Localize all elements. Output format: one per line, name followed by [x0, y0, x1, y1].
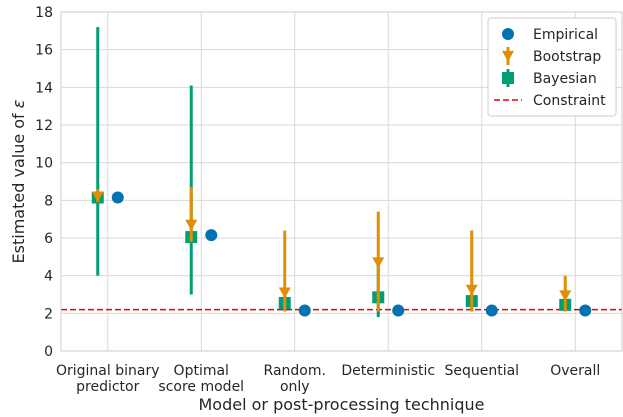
bootstrap-point: [372, 257, 385, 269]
legend-bootstrap-label: Bootstrap: [533, 49, 601, 65]
legend: Empirical Bootstrap Bayesian Constraint: [487, 17, 617, 117]
legend-bootstrap-swatch: [502, 50, 514, 62]
y-tick-label: 14: [35, 80, 53, 96]
y-tick-label: 2: [44, 306, 53, 322]
x-tick-label-line: Deterministic: [341, 363, 435, 379]
x-tick-label-line: Overall: [550, 363, 600, 379]
x-tick-label-line: predictor: [76, 379, 139, 395]
y-axis-label-text: Estimated value of: [9, 108, 28, 263]
x-tick-label: Overall: [550, 363, 600, 379]
y-tick-label: 16: [35, 43, 53, 59]
x-tick-label: Random. only: [264, 363, 326, 395]
bootstrap-point: [465, 284, 478, 296]
x-axis-label: Model or post-processing technique: [199, 395, 485, 414]
legend-constraint-label: Constraint: [533, 93, 606, 109]
empirical-point: [392, 304, 405, 317]
empirical-point: [485, 304, 498, 317]
legend-bayesian-swatch: [502, 72, 514, 84]
bootstrap-point: [559, 290, 572, 302]
bootstrap-point: [91, 191, 104, 203]
empirical-point: [579, 304, 592, 317]
x-tick-label-line: Random.: [264, 363, 326, 379]
x-tick-label-line: Sequential: [444, 363, 519, 379]
legend-bayesian-label: Bayesian: [533, 71, 597, 87]
legend-empirical-label: Empirical: [533, 27, 598, 43]
x-tick-label: Optimal score model: [158, 363, 244, 395]
y-tick-label: 8: [44, 193, 53, 209]
x-tick-label: Deterministic: [341, 363, 435, 379]
plot-frame: [60, 11, 623, 352]
y-tick-label: 4: [44, 269, 53, 285]
empirical-point: [298, 304, 311, 317]
legend-empirical-swatch: [502, 28, 514, 40]
x-tick-label: Original binary predictor: [56, 363, 160, 395]
x-tick-label-line: Optimal: [174, 363, 229, 379]
empirical-point: [205, 229, 218, 242]
x-tick-label-line: Original binary: [56, 363, 160, 379]
bootstrap-point: [185, 219, 198, 231]
x-tick-label: Sequential: [444, 363, 519, 379]
y-tick-label: 0: [44, 344, 53, 360]
y-axis-label-symbol: ε: [9, 99, 28, 108]
legend-box: [487, 17, 617, 117]
y-tick-label: 10: [35, 156, 53, 172]
empirical-point: [111, 191, 124, 204]
data-marks: [91, 27, 592, 318]
x-tick-label-line: score model: [158, 379, 244, 395]
x-tick-label-line: only: [280, 379, 310, 395]
y-tick-labels: 0 2 4 6 8 10 12 14 16 18: [35, 5, 53, 360]
y-tick-label: 6: [44, 231, 53, 247]
bootstrap-point: [278, 287, 291, 299]
y-tick-label: 18: [35, 5, 53, 21]
y-tick-label: 12: [35, 118, 53, 134]
y-axis-label: Estimated value of ε: [9, 99, 28, 263]
